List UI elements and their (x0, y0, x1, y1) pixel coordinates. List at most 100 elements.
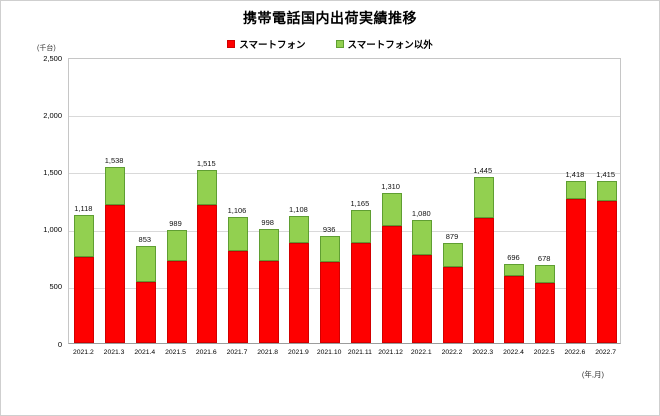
bar-segment-smartphone (197, 205, 218, 343)
legend-item-other: スマートフォン以外 (335, 37, 433, 51)
y-tick-label-500: 500 (49, 282, 62, 292)
bar-segment-smartphone (105, 205, 126, 343)
bar-segment-other (197, 170, 218, 205)
bar-total-label-2021.5: 989 (169, 219, 182, 228)
bar-group-2021.9 (289, 216, 310, 343)
bar-segment-smartphone (350, 243, 371, 343)
bar-segment-smartphone (535, 283, 556, 343)
x-tick-label-2022.7: 2022.7 (595, 349, 617, 356)
legend-label-smartphone: スマートフォン (239, 40, 306, 51)
y-tick-label-0: 0 (57, 339, 62, 349)
bar-total-label-2022.6: 1,418 (565, 170, 585, 179)
y-tick-label-2000: 2,000 (43, 110, 62, 120)
bar-segment-other (227, 217, 248, 251)
bar-group-2021.8 (258, 229, 279, 343)
bar-total-label-2022.7: 1,415 (596, 170, 616, 179)
x-tick-label-2022.1: 2022.1 (410, 349, 432, 356)
bar-group-2021.12 (381, 193, 402, 343)
bar-group-2021.10 (320, 236, 341, 343)
bar-segment-other (166, 230, 187, 261)
bar-segment-smartphone (135, 282, 156, 343)
bar-total-label-2021.11: 1,165 (350, 199, 370, 208)
bar-segment-smartphone (227, 251, 248, 343)
bar-segment-smartphone (258, 261, 279, 343)
bar-group-2021.5 (166, 230, 187, 343)
bar-group-2022.4 (504, 264, 525, 343)
legend: スマートフォン スマートフォン以外 (1, 37, 659, 51)
bar-group-2021.4 (135, 246, 156, 343)
x-tick-label-2021.3: 2021.3 (103, 349, 125, 356)
gridline-1500 (69, 173, 620, 175)
bar-segment-smartphone (289, 243, 310, 343)
bar-segment-smartphone (381, 226, 402, 343)
x-tick-label-2021.4: 2021.4 (134, 349, 156, 356)
bar-segment-other (535, 265, 556, 283)
legend-item-smartphone: スマートフォン (227, 37, 306, 51)
bar-group-2021.7 (227, 217, 248, 343)
x-tick-label-2021.2: 2021.2 (72, 349, 94, 356)
x-tick-label-2021.6: 2021.6 (195, 349, 217, 356)
bar-total-label-2021.7: 1,106 (227, 206, 247, 215)
bar-segment-smartphone (596, 201, 617, 343)
legend-label-other: スマートフォン以外 (347, 40, 433, 51)
bar-segment-other (105, 167, 126, 205)
bar-total-label-2022.5: 678 (537, 254, 551, 263)
y-tick-label-2500: 2,500 (43, 53, 62, 63)
gridline-500 (69, 287, 620, 289)
y-tick-label-1500: 1,500 (43, 167, 62, 177)
x-tick-label-2021.5: 2021.5 (165, 349, 186, 356)
bar-group-2021.2 (74, 215, 95, 343)
bar-segment-other (565, 181, 586, 199)
bar-segment-smartphone (166, 261, 187, 343)
bar-segment-smartphone (473, 218, 494, 343)
gridline-2000 (69, 116, 620, 118)
bar-segment-other (443, 243, 464, 267)
bar-total-label-2022.3: 1,445 (473, 166, 493, 175)
bar-segment-smartphone (320, 262, 341, 343)
bar-total-label-2021.12: 1,310 (381, 182, 400, 191)
bar-segment-smartphone (565, 199, 586, 343)
bar-total-label-2021.2: 1,118 (74, 204, 93, 213)
x-tick-label-2021.12: 2021.12 (378, 349, 403, 356)
bar-group-2022.7 (596, 181, 617, 343)
bar-segment-other (381, 193, 402, 226)
bar-segment-other (504, 264, 525, 276)
other-swatch-icon (335, 40, 344, 48)
bar-group-2021.3 (105, 167, 126, 343)
x-tick-label-2022.6: 2022.6 (564, 349, 586, 356)
bar-segment-smartphone (74, 257, 95, 343)
gridline-1000 (69, 230, 620, 232)
bar-total-label-2021.6: 1,515 (196, 159, 216, 168)
x-tick-label-2022.3: 2022.3 (472, 349, 494, 356)
bar-segment-smartphone (412, 255, 433, 343)
bar-group-2022.6 (565, 181, 586, 343)
x-tick-label-2021.7: 2021.7 (226, 349, 248, 356)
bar-group-2022.5 (535, 265, 556, 343)
bar-segment-other (412, 220, 433, 255)
smartphone-swatch-icon (227, 40, 236, 48)
bar-total-label-2021.10: 936 (322, 225, 336, 234)
x-tick-label-2022.2: 2022.2 (441, 349, 463, 356)
bar-segment-other (596, 181, 617, 201)
x-tick-label-2022.5: 2022.5 (533, 349, 555, 356)
x-tick-label-2021.9: 2021.9 (288, 349, 309, 356)
x-tick-label-2021.11: 2021.11 (347, 349, 372, 356)
x-tick-label-2021.8: 2021.8 (257, 349, 279, 356)
bar-segment-other (289, 216, 310, 243)
bar-total-label-2022.4: 696 (507, 253, 520, 262)
bar-group-2021.11 (350, 210, 371, 343)
bar-segment-other (320, 236, 341, 262)
bar-segment-other (74, 215, 95, 257)
bar-group-2022.3 (473, 177, 494, 343)
plot-area (68, 58, 621, 344)
bar-group-2021.6 (197, 170, 218, 343)
bar-segment-other (350, 210, 371, 243)
x-tick-label-2021.10: 2021.10 (316, 349, 342, 356)
bar-total-label-2022.2: 879 (445, 232, 459, 241)
x-axis-unit-label: (年,月) (581, 370, 604, 379)
bar-segment-smartphone (443, 267, 464, 343)
bar-total-label-2021.3: 1,538 (104, 156, 124, 165)
bar-group-2022.2 (443, 243, 464, 343)
bar-total-label-2021.9: 1,108 (289, 205, 308, 214)
